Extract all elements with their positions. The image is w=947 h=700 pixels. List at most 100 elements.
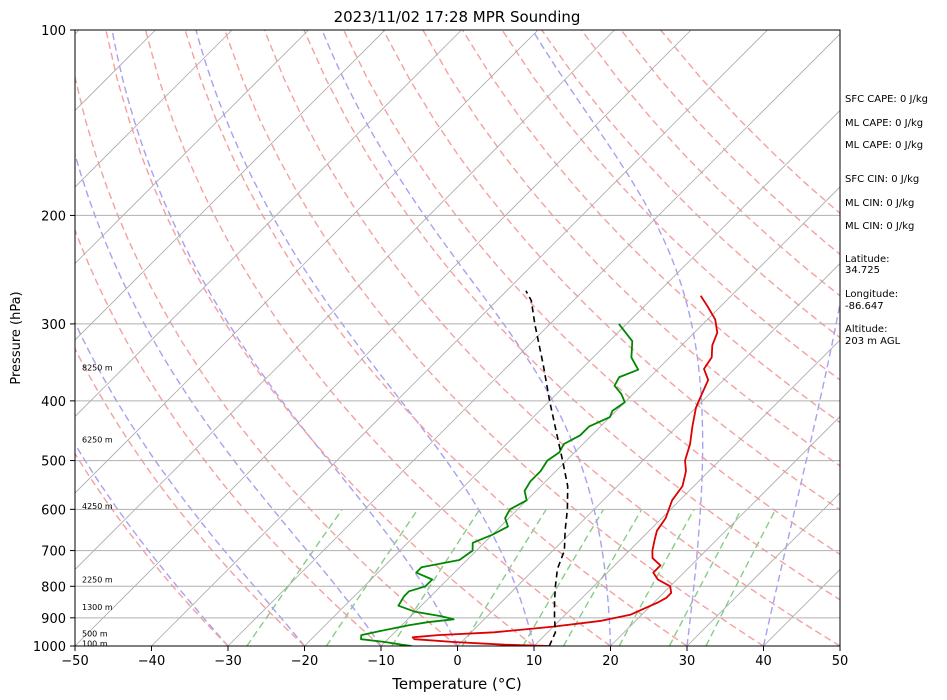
annotation-sfc-cape: SFC CAPE: 0 J/kg xyxy=(845,94,928,105)
isotherm-line xyxy=(533,339,840,646)
height-label: 6250 m xyxy=(82,435,113,444)
x-tick-label: −40 xyxy=(138,654,165,669)
moist-adiabat-line xyxy=(195,30,535,646)
dry-adiabat-line xyxy=(342,30,840,556)
x-axis-label: Temperature (°C) xyxy=(391,675,521,693)
plot-frame xyxy=(74,29,841,647)
y-tick-label: 100 xyxy=(41,24,66,39)
annotation-ml-cape: ML CAPE: 0 J/kg xyxy=(845,118,923,129)
dry-adiabat-line xyxy=(382,30,840,511)
dry-adiabat-line xyxy=(75,347,305,646)
height-label: 1300 m xyxy=(82,603,113,612)
x-tick-label: 10 xyxy=(526,654,543,669)
isotherm-line xyxy=(227,33,840,646)
annotation-ml-cin-2: ML CIN: 0 J/kg xyxy=(845,221,914,232)
moist-adiabat-line xyxy=(762,300,840,646)
dry-adiabat-line xyxy=(580,30,840,297)
annotation-altitude-value: 203 m AGL xyxy=(845,336,901,347)
isotherm-line xyxy=(75,30,233,188)
y-tick-label: 300 xyxy=(41,318,66,333)
annotation-latitude-label: Latitude: xyxy=(845,254,890,265)
isotherm-lines xyxy=(0,30,840,646)
height-label: 500 m xyxy=(82,630,108,639)
isotherm-line xyxy=(0,30,3,646)
chart-title: 2023/11/02 17:28 MPR Sounding xyxy=(334,8,581,26)
isotherm-line xyxy=(151,30,768,646)
y-tick-label: 200 xyxy=(41,209,66,224)
mixing-ratio-line xyxy=(668,508,742,646)
isotherm-line xyxy=(75,30,692,646)
moist-adiabat-line xyxy=(111,30,459,646)
isotherm-line xyxy=(686,492,840,646)
dry-adiabat-line xyxy=(184,30,688,646)
x-axis: −50 −40 −30 −20 −10 0 10 20 30 40 50 xyxy=(61,646,848,669)
mixing-ratio-lines xyxy=(246,508,777,646)
x-tick-label: −20 xyxy=(291,654,318,669)
annotation-latitude-value: 34.725 xyxy=(845,265,880,276)
moist-adiabat-line xyxy=(75,442,229,646)
y-tick-label: 700 xyxy=(41,545,66,560)
isotherm-line xyxy=(75,30,462,418)
dry-adiabat-line xyxy=(541,30,840,339)
annotation-ml-cin: ML CIN: 0 J/kg xyxy=(845,198,914,209)
dry-adiabat-line xyxy=(224,30,764,646)
temperature-profile-line xyxy=(411,295,719,646)
moist-adiabat-line xyxy=(75,320,306,646)
annotation-panel: SFC CAPE: 0 J/kg ML CAPE: 0 J/kg ML CAPE… xyxy=(845,94,928,347)
dry-adiabat-line xyxy=(263,30,840,646)
isobar-gridlines xyxy=(75,30,840,646)
moist-adiabat-line xyxy=(75,151,382,646)
annotation-ml-cape-2: ML CAPE: 0 J/kg xyxy=(845,140,923,151)
moist-adiabat-lines xyxy=(75,30,840,646)
x-tick-label: 50 xyxy=(832,654,849,669)
y-tick-label: 400 xyxy=(41,395,66,410)
height-label: 4250 m xyxy=(82,502,113,511)
y-tick-label: 800 xyxy=(41,580,66,595)
isotherm-line xyxy=(75,30,539,494)
dry-adiabat-line xyxy=(303,30,840,601)
series-layer xyxy=(360,290,719,646)
mixing-ratio-line xyxy=(705,508,777,646)
isotherm-line xyxy=(457,262,840,646)
isotherm-line xyxy=(75,30,309,265)
y-tick-label: 600 xyxy=(41,503,66,518)
isotherm-line xyxy=(380,186,840,646)
dry-adiabat-line xyxy=(75,73,458,646)
mixing-ratio-line xyxy=(246,508,343,646)
x-tick-label: 40 xyxy=(755,654,772,669)
x-tick-label: 30 xyxy=(679,654,696,669)
y-axis-label: Pressure (hPa) xyxy=(9,291,24,384)
dry-adiabat-line xyxy=(144,30,611,646)
x-tick-label: 20 xyxy=(602,654,619,669)
y-tick-label: 900 xyxy=(41,612,66,627)
x-tick-label: −30 xyxy=(214,654,241,669)
y-tick-label: 1000 xyxy=(33,640,66,655)
dewpoint-profile-line xyxy=(360,323,640,646)
isotherm-line xyxy=(610,415,840,646)
annotation-altitude-label: Altitude: xyxy=(845,324,887,335)
isotherm-line xyxy=(304,109,840,646)
parcel-path-line xyxy=(525,290,569,646)
dry-adiabat-line xyxy=(75,228,382,646)
y-axis: 100 200 300 400 500 600 700 800 900 1000 xyxy=(33,24,75,655)
annotation-longitude-value: -86.647 xyxy=(845,301,884,312)
y-tick-label: 500 xyxy=(41,455,66,470)
height-label: 2250 m xyxy=(82,576,113,585)
annotation-longitude-label: Longitude: xyxy=(845,289,898,300)
dry-adiabat-line xyxy=(501,30,840,381)
isotherm-line xyxy=(75,30,615,571)
height-label: 100 m xyxy=(82,639,108,648)
dry-adiabat-line xyxy=(75,452,229,646)
annotation-sfc-cin: SFC CIN: 0 J/kg xyxy=(845,174,919,185)
dry-adiabat-lines xyxy=(75,30,840,646)
height-label: 8250 m xyxy=(82,363,113,372)
dry-adiabat-line xyxy=(461,30,840,424)
plot-area xyxy=(0,30,840,646)
dry-adiabat-line xyxy=(105,30,535,646)
moist-adiabat-line xyxy=(531,30,704,646)
isotherm-line xyxy=(75,30,386,341)
x-tick-label: 0 xyxy=(453,654,461,669)
x-tick-label: −10 xyxy=(367,654,394,669)
